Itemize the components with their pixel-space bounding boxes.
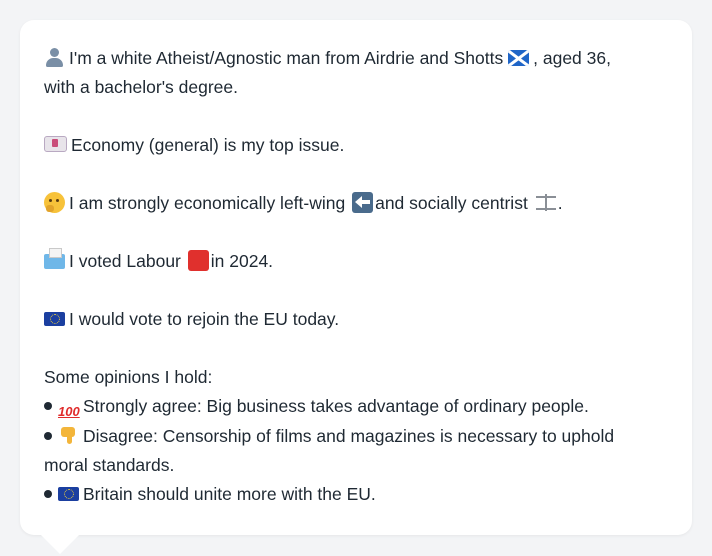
bullet-icon	[44, 490, 52, 498]
top-issue-text: Economy (general) is my top issue.	[71, 135, 345, 155]
opinion-item: 100 Strongly agree: Big business takes ad…	[44, 392, 668, 422]
intro-line: I'm a white Atheist/Agnostic man from Ai…	[44, 44, 668, 73]
balance-scale-icon	[535, 192, 556, 213]
vote-line: I voted Labour in 2024.	[44, 247, 668, 276]
eu-flag-icon	[44, 312, 65, 326]
opinion-item: Disagree: Censorship of films and magazi…	[44, 422, 668, 451]
vote-text-a: I voted Labour	[69, 251, 181, 271]
bullet-icon	[44, 402, 52, 410]
ballot-box-icon	[44, 248, 65, 269]
scotland-flag-icon	[508, 50, 530, 66]
opinion-text: Britain should unite more with the EU.	[83, 484, 376, 504]
left-arrow-icon	[352, 192, 374, 213]
ideology-text-a: I am strongly economically left-wing	[69, 193, 346, 213]
ideology-end: .	[557, 193, 563, 213]
red-square-icon	[187, 250, 209, 271]
hundred-points-icon: 100	[58, 404, 80, 419]
eu-line: I would vote to rejoin the EU today.	[44, 305, 668, 334]
vote-text-b: in 2024.	[210, 251, 274, 271]
thinking-face-icon	[44, 192, 65, 213]
ideology-line: I am strongly economically left-wing and…	[44, 189, 668, 218]
top-issue-line: Economy (general) is my top issue.	[44, 131, 668, 160]
eu-flag-icon	[58, 487, 79, 501]
opinion-continuation: moral standards.	[44, 455, 175, 475]
person-icon	[44, 47, 65, 68]
profile-card: I'm a white Atheist/Agnostic man from Ai…	[20, 20, 692, 535]
opinion-text: Disagree: Censorship of films and magazi…	[83, 426, 615, 446]
intro-line-2: with a bachelor's degree.	[44, 77, 239, 97]
thumbs-down-icon	[58, 425, 79, 446]
intro-rest: , aged 36,	[533, 48, 611, 68]
speech-bubble-tail	[40, 534, 80, 554]
bullet-icon	[44, 432, 52, 440]
banknote-icon	[44, 136, 67, 152]
ideology-text-b: and socially centrist	[375, 193, 528, 213]
eu-text: I would vote to rejoin the EU today.	[69, 309, 340, 329]
opinion-text: Strongly agree: Big business takes advan…	[83, 396, 589, 416]
intro-text: I'm a white Atheist/Agnostic man from Ai…	[69, 48, 504, 68]
opinions-header: Some opinions I hold:	[44, 367, 213, 387]
opinion-item: Britain should unite more with the EU.	[44, 480, 668, 509]
